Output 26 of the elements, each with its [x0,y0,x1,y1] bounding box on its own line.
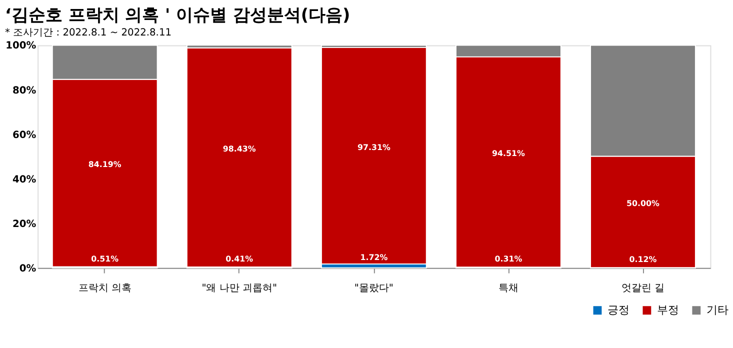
y-tick-label: 20% [12,218,36,230]
x-tick-label: "몰랐다" [354,283,394,294]
legend-label: 부정 [656,303,679,316]
data-label: 0.12% [629,254,657,264]
legend-label: 긍정 [607,303,630,316]
x-tick-label: 특채 [498,283,518,294]
y-tick-label: 60% [12,130,36,141]
chart-title: ‘김순호 프락치 의혹 ' 이슈별 감성분석(다음) [5,4,350,25]
y-tick-label: 100% [6,40,36,52]
text: * 조사기간 : 2022.8.1 ~ 2022.8.11 [5,27,172,38]
x-tick-label: "왜 나만 괴롭혀" [202,283,278,294]
data-label: 0.31% [494,254,522,264]
y-tick-label: 80% [12,85,36,96]
data-label: 84.19% [88,160,122,170]
data-label: 50.00% [626,199,660,208]
x-tick-label: 엇갈린 길 [621,283,665,294]
y-tick-label: 40% [12,174,36,186]
legend-label: 기타 [706,303,728,316]
data-label: 94.51% [492,149,525,158]
y-tick-label: 0% [19,263,36,274]
data-label: 0.51% [91,254,119,264]
data-label: 98.43% [222,144,256,154]
x-tick-label: 프락치 의혹 [78,283,132,294]
data-label: 0.41% [226,254,254,264]
data-label: 1.72% [360,253,388,262]
data-label: 97.31% [357,142,390,152]
